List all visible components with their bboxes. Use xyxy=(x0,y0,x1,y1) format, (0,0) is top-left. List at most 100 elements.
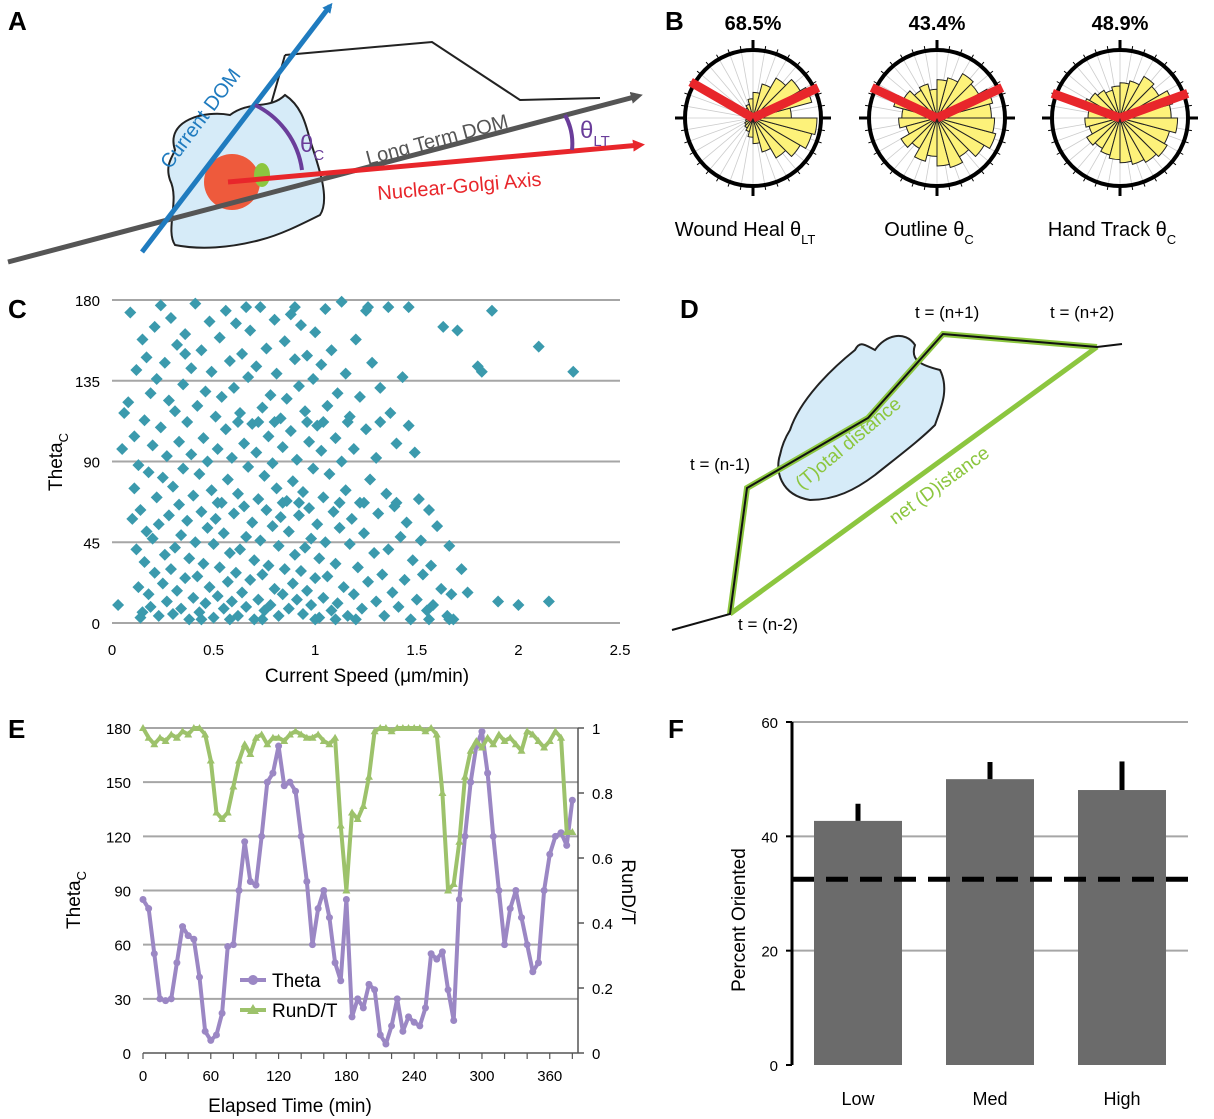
scatter-point xyxy=(268,313,281,326)
scatter-point xyxy=(349,613,362,626)
scatter-ytick-label: 90 xyxy=(83,455,100,472)
scatter-ytick-label: 0 xyxy=(92,616,100,633)
rose-tick xyxy=(689,152,694,155)
scatter-point xyxy=(305,532,318,545)
line-xtick-label: 240 xyxy=(402,1068,427,1085)
line-point xyxy=(370,727,379,735)
line-point xyxy=(167,995,175,1003)
line-point xyxy=(331,733,340,741)
line-point xyxy=(184,730,193,738)
scatter-point xyxy=(138,555,151,568)
scatter-point xyxy=(215,390,228,403)
scatter-point xyxy=(404,613,417,626)
rose-bar xyxy=(752,77,787,119)
line-point xyxy=(251,733,260,741)
rose-caption: Hand Track θC xyxy=(1048,219,1176,247)
line-point xyxy=(388,1022,396,1030)
line-point xyxy=(415,724,424,731)
bar-high xyxy=(1078,790,1166,1065)
line-point xyxy=(444,886,453,894)
scatter-point xyxy=(422,503,435,516)
scatter-point xyxy=(362,575,375,588)
legend-marker xyxy=(247,1004,259,1014)
scatter-point xyxy=(333,496,346,509)
scatter-point xyxy=(349,333,362,346)
panel-f-label: F xyxy=(668,714,684,744)
scatter-point xyxy=(195,505,208,518)
scatter-point xyxy=(376,568,389,581)
rose-caption-main: Wound Heal θ xyxy=(675,219,801,241)
scatter-point xyxy=(240,301,253,314)
scatter-point xyxy=(201,521,214,534)
line-point xyxy=(359,802,368,809)
scatter-point xyxy=(148,320,161,333)
rose-tick xyxy=(868,92,873,95)
rose-plot-1: 68.5% Wound Heal θLT xyxy=(675,13,831,247)
rose-tick xyxy=(1083,54,1086,59)
scatter-point xyxy=(242,460,255,473)
line-point xyxy=(297,730,306,738)
line-point xyxy=(348,808,357,816)
scatter-point xyxy=(396,371,409,384)
scatter-point xyxy=(333,521,346,534)
line-point xyxy=(523,727,532,735)
line-point xyxy=(195,724,204,731)
scatter-point xyxy=(175,602,188,615)
scatter-point xyxy=(408,446,421,459)
scatter-point xyxy=(274,511,287,524)
scatter-point xyxy=(168,541,181,554)
scatter-point xyxy=(146,439,159,452)
theta-c-label: θC xyxy=(300,131,324,164)
line-xtick-label: 180 xyxy=(334,1068,359,1085)
line-point xyxy=(455,837,464,845)
line-point xyxy=(393,724,402,731)
line-point xyxy=(421,1004,429,1012)
label-t-n1-plus: t = (n+1) xyxy=(915,303,979,322)
trajectory-path xyxy=(671,332,1123,631)
rose-tick xyxy=(705,61,710,66)
scatter-point xyxy=(412,493,425,506)
line-point xyxy=(207,1036,215,1044)
line-point xyxy=(371,986,379,994)
scatter-point xyxy=(532,340,545,353)
scatter-point xyxy=(221,473,234,486)
rose-caption-main: Hand Track θ xyxy=(1048,219,1167,241)
scatter-point xyxy=(168,405,181,418)
line-point xyxy=(398,724,407,731)
scatter-point xyxy=(274,412,287,425)
scatter-xtick-label: 1.5 xyxy=(406,642,427,659)
scatter-point xyxy=(294,564,307,577)
line-point xyxy=(297,832,305,840)
panel-b-label: B xyxy=(665,6,684,36)
line-point xyxy=(568,828,577,835)
scatter-point xyxy=(209,512,222,525)
rose-mean-arrow xyxy=(688,78,756,122)
scatter-point xyxy=(171,338,184,351)
scatter-point xyxy=(303,435,316,448)
rose-tick xyxy=(1063,161,1068,166)
line-point xyxy=(557,829,565,837)
rose-tick xyxy=(1094,182,1097,187)
scatter-point xyxy=(160,595,173,608)
line-point xyxy=(511,740,520,748)
line-point xyxy=(173,959,181,967)
scatter-point xyxy=(431,520,444,533)
rose-caption-sub: LT xyxy=(801,232,815,247)
scatter-point xyxy=(175,529,188,542)
rose-tick xyxy=(1187,104,1192,107)
line-point xyxy=(376,1031,384,1039)
scatter-point xyxy=(360,423,372,436)
line-point xyxy=(359,1004,367,1012)
line-point xyxy=(568,796,576,804)
rose-tick xyxy=(684,141,689,144)
rose-bar xyxy=(936,117,997,150)
line-xtick-label: 360 xyxy=(537,1068,562,1085)
scatter-point xyxy=(219,304,232,317)
scatter-point xyxy=(136,606,149,619)
line-point xyxy=(320,887,328,894)
rose-bar xyxy=(1119,82,1130,119)
scatter-point xyxy=(398,573,411,586)
line-point xyxy=(331,959,339,967)
scatter-point xyxy=(112,599,125,612)
